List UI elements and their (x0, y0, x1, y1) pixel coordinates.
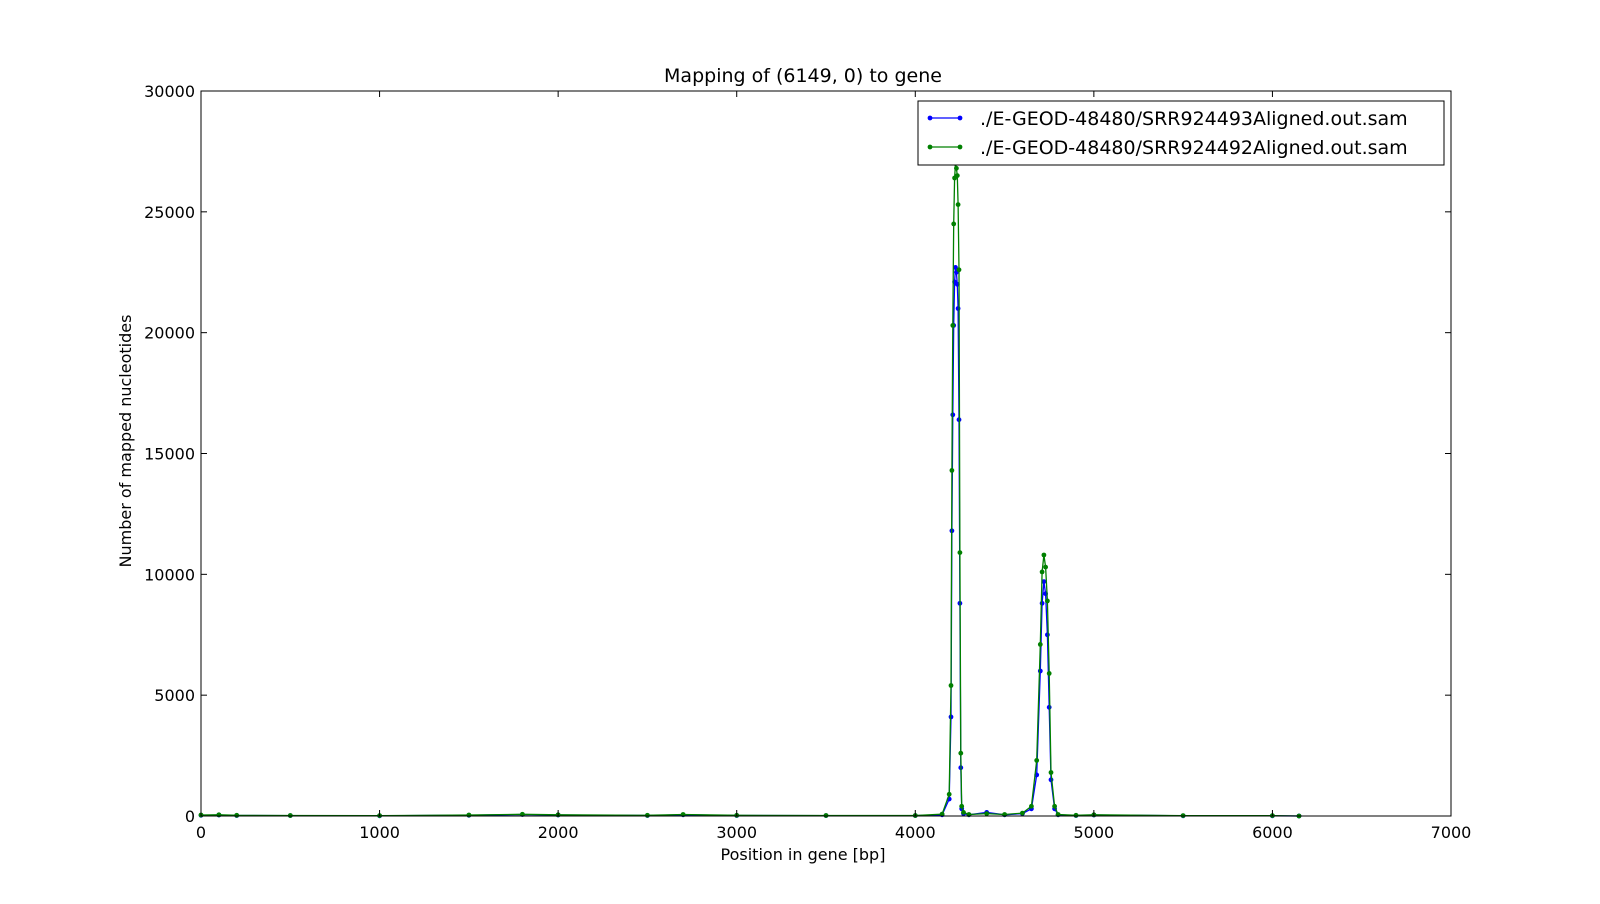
data-point (1041, 579, 1047, 584)
data-point (946, 791, 952, 797)
data-point (645, 812, 650, 818)
data-point (520, 811, 525, 817)
x-tick-label: 0 (196, 823, 206, 842)
axes: 0 1000 2000 3000 4000 5000 6000 7000 0 5000 10000 1… (144, 82, 1471, 842)
series-1 (198, 265, 1302, 819)
data-point (1073, 812, 1079, 818)
series-2 (198, 161, 1302, 819)
series-line-1 (200, 267, 1300, 817)
data-point (955, 202, 961, 208)
data-point (1052, 803, 1057, 809)
data-point (1046, 671, 1052, 676)
plot-area (198, 161, 1302, 819)
data-point (958, 750, 964, 756)
data-point (1034, 758, 1040, 763)
data-point (955, 306, 961, 311)
x-tick-label: 2000 (538, 823, 579, 842)
data-point (1029, 803, 1034, 809)
legend-marker (927, 144, 933, 150)
legend-label: ./E-GEOD-48480/SRR924492Aligned.out.sam (980, 137, 1408, 159)
y-tick-label: 15000 (144, 445, 195, 464)
data-point (1045, 632, 1050, 638)
data-point (1037, 668, 1043, 674)
data-point (1039, 600, 1045, 606)
data-point (953, 265, 958, 270)
series-line-2 (200, 163, 1300, 817)
data-point (984, 811, 990, 816)
legend-label: ./E-GEOD-48480/SRR924493Aligned.out.sam (980, 108, 1408, 130)
y-tick-label: 25000 (144, 203, 195, 222)
data-point (1039, 569, 1045, 575)
data-point (1045, 598, 1050, 604)
x-tick-label: 4000 (895, 823, 936, 842)
data-point (954, 165, 959, 171)
y-tick-label: 20000 (144, 324, 195, 343)
axes-frame (200, 90, 1452, 817)
data-point (951, 221, 957, 227)
y-tick-label: 5000 (154, 686, 195, 705)
data-point (956, 267, 962, 273)
legend-entry: ./E-GEOD-48480/SRR924493Aligned.out.sam (927, 108, 1408, 130)
x-tick-label: 6000 (1252, 823, 1293, 842)
legend-box (917, 100, 1445, 166)
data-point (948, 683, 954, 688)
chart-title: Mapping of (6149, 0) to gene (664, 65, 942, 87)
y-tick-label: 10000 (144, 565, 195, 584)
data-point (950, 323, 956, 328)
data-point (961, 810, 966, 815)
legend: ./E-GEOD-48480/SRR924493Aligned.out.sam.… (917, 100, 1445, 166)
data-point (466, 812, 472, 818)
x-tick-label: 7000 (1431, 823, 1472, 842)
data-point (234, 812, 240, 818)
data-point (1037, 642, 1043, 647)
y-tick-label: 30000 (144, 82, 195, 101)
y-axis-label: Number of mapped nucleotides (116, 315, 135, 568)
y-tick-label: 0 (185, 807, 195, 826)
legend-marker (957, 144, 963, 150)
data-point (1041, 552, 1047, 558)
legend-marker (927, 115, 933, 121)
x-tick-label: 5000 (1073, 823, 1114, 842)
legend-marker (957, 115, 963, 121)
data-point (939, 811, 945, 817)
data-point (949, 468, 955, 473)
data-point (1020, 810, 1025, 816)
x-tick-label: 1000 (359, 823, 400, 842)
legend-entry: ./E-GEOD-48480/SRR924492Aligned.out.sam (927, 137, 1408, 159)
data-point (959, 803, 965, 809)
x-axis-label: Position in gene [bp] (721, 845, 886, 864)
data-point (957, 550, 963, 555)
data-point (954, 173, 960, 179)
x-tick-label: 3000 (716, 823, 757, 842)
data-point (1043, 564, 1048, 570)
data-point (1048, 770, 1054, 775)
